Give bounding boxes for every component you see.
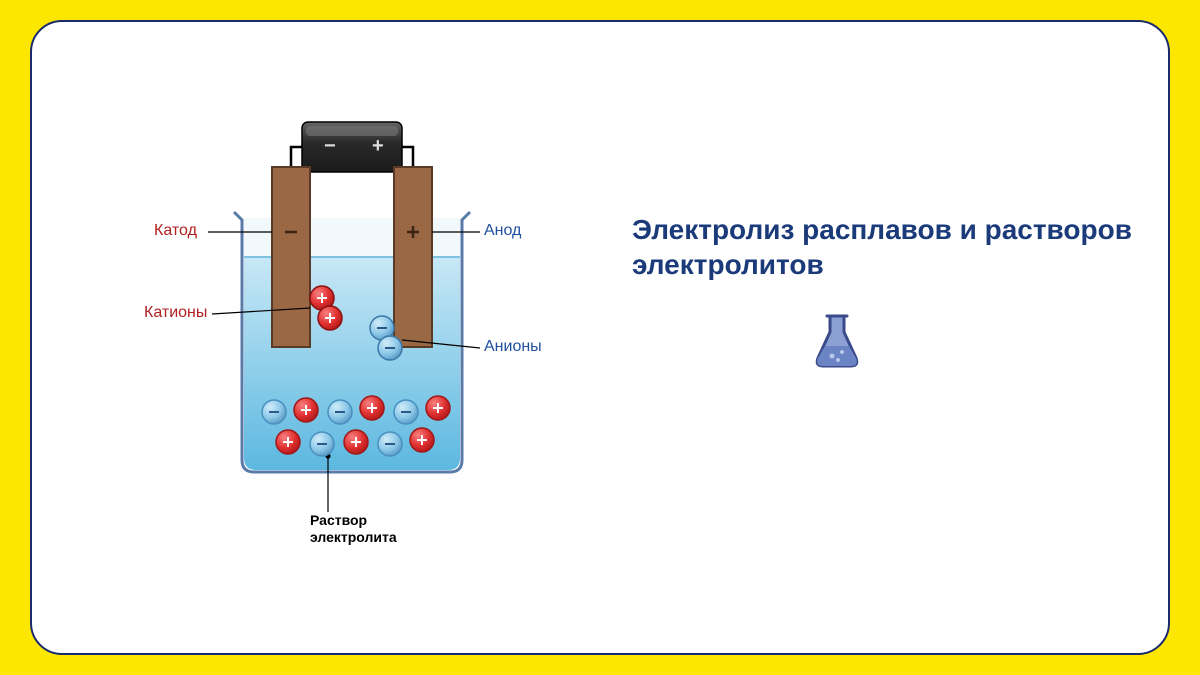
svg-text:−: − (324, 135, 336, 157)
label-solution-line2: электролита (310, 529, 397, 545)
label-anode: Анод (484, 222, 521, 240)
flask-icon (812, 312, 1132, 372)
electrolysis-diagram: − + (92, 112, 572, 612)
anode-electrode (394, 167, 432, 347)
svg-text:+: + (372, 135, 384, 157)
label-solution-line1: Раствор (310, 512, 367, 528)
label-anions: Анионы (484, 338, 542, 356)
cathode-electrode (272, 167, 310, 347)
label-cathode: Катод (154, 222, 197, 240)
label-cations: Катионы (144, 304, 207, 322)
title-area: Электролиз расплавов и растворов электро… (632, 212, 1132, 372)
battery: − + (302, 122, 402, 172)
content-card: − + (30, 20, 1170, 655)
label-solution: Раствор электролита (310, 512, 397, 546)
page-title: Электролиз расплавов и растворов электро… (632, 212, 1132, 282)
